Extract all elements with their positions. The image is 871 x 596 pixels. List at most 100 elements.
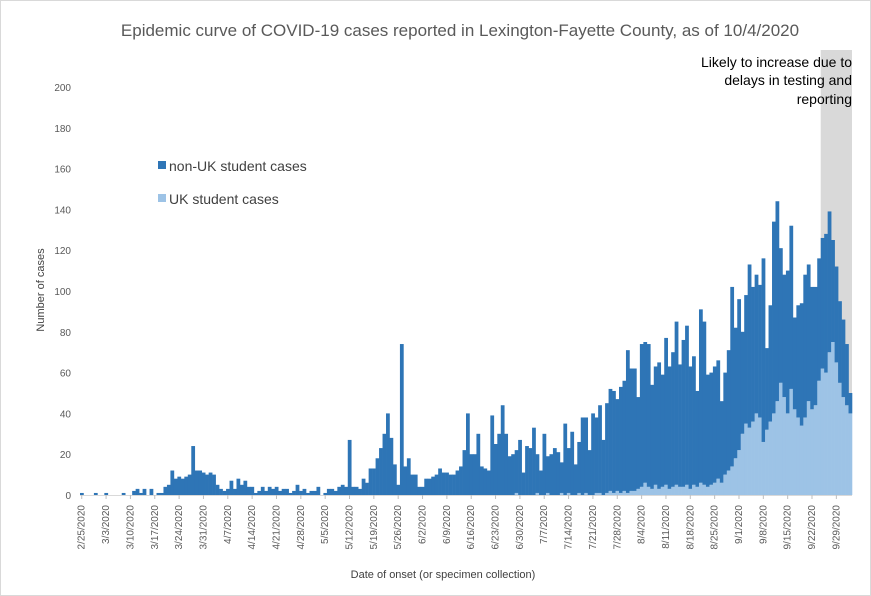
- bar-non-uk: [632, 368, 637, 491]
- bar-non-uk: [678, 364, 682, 487]
- y-tick-label: 180: [54, 124, 71, 135]
- x-tick-label: 6/23/2020: [491, 505, 502, 550]
- bar-non-uk: [80, 492, 84, 495]
- bar-uk: [751, 421, 755, 495]
- bar-uk: [740, 433, 745, 495]
- legend-label-non-uk: non-UK student cases: [169, 158, 307, 174]
- bar-uk: [653, 484, 658, 495]
- bar-non-uk: [796, 305, 801, 418]
- bar-non-uk: [532, 427, 536, 495]
- bar-non-uk: [747, 264, 752, 428]
- bar-uk: [598, 492, 602, 495]
- bar-non-uk: [392, 464, 397, 495]
- bar-uk: [632, 490, 637, 495]
- bar-uk: [737, 450, 742, 495]
- bar-non-uk: [337, 486, 342, 495]
- bar-non-uk: [236, 478, 241, 495]
- bar-non-uk: [448, 474, 453, 495]
- bar-uk: [674, 484, 679, 495]
- bar-non-uk: [514, 450, 519, 493]
- bar-uk: [806, 401, 811, 495]
- bar-non-uk: [785, 270, 790, 414]
- bar-non-uk: [226, 488, 230, 495]
- bar-uk: [678, 486, 682, 495]
- bar-non-uk: [459, 466, 463, 495]
- bar-non-uk: [660, 374, 665, 487]
- bar-uk: [719, 482, 724, 495]
- annotation-line-1: Likely to increase due to: [701, 54, 852, 70]
- bar-non-uk: [698, 309, 703, 483]
- bar-non-uk: [159, 492, 164, 495]
- bar-non-uk: [434, 474, 439, 495]
- bar-uk: [848, 413, 853, 495]
- bar-non-uk: [340, 484, 345, 495]
- bar-non-uk: [354, 486, 359, 495]
- x-tick-label: 9/8/2020: [758, 505, 769, 544]
- bar-uk: [782, 397, 787, 495]
- delay-annotation: Likely to increase due to delays in test…: [701, 54, 852, 107]
- bar-non-uk: [552, 448, 557, 495]
- bar-non-uk: [208, 472, 213, 495]
- bar-non-uk: [201, 472, 206, 495]
- bar-uk: [709, 484, 714, 495]
- bar-non-uk: [417, 486, 422, 495]
- bar-non-uk: [782, 274, 787, 398]
- x-tick-label: 6/2/2020: [418, 505, 429, 544]
- bar-non-uk: [441, 472, 446, 495]
- bar-non-uk: [570, 431, 575, 495]
- bar-non-uk: [274, 486, 279, 495]
- bar-uk: [785, 413, 790, 495]
- bar-uk: [667, 488, 672, 495]
- bar-uk: [688, 488, 693, 495]
- bar-non-uk: [413, 474, 418, 495]
- bar-non-uk: [166, 484, 171, 495]
- bar-non-uk: [639, 344, 644, 487]
- bar-uk: [758, 417, 762, 495]
- bar-uk: [789, 388, 794, 495]
- legend-label-uk: UK student cases: [169, 191, 279, 207]
- bar-uk: [646, 486, 651, 495]
- bar-uk: [594, 492, 599, 495]
- bar-uk: [608, 490, 613, 495]
- bar-non-uk: [104, 492, 109, 495]
- bar-non-uk: [688, 366, 693, 489]
- x-tick-label: 3/24/2020: [174, 505, 185, 550]
- bar-non-uk: [222, 490, 227, 495]
- bar-non-uk: [820, 237, 825, 369]
- bar-uk: [636, 488, 641, 495]
- bar-non-uk: [479, 466, 484, 495]
- y-tick-label: 140: [54, 205, 71, 216]
- bar-uk: [702, 484, 707, 495]
- bar-non-uk: [789, 225, 794, 389]
- bar-non-uk: [587, 450, 592, 495]
- bar-non-uk: [573, 464, 578, 495]
- bar-non-uk: [365, 482, 369, 495]
- x-tick-label: 8/11/2020: [661, 505, 672, 549]
- bar-non-uk: [723, 372, 728, 475]
- bar-non-uk: [299, 490, 303, 495]
- bar-non-uk: [375, 458, 380, 495]
- bar-uk: [559, 492, 564, 495]
- bar-uk: [705, 486, 710, 495]
- x-tick-label: 2/25/2020: [77, 505, 88, 550]
- bar-uk: [716, 478, 721, 495]
- bar-uk: [629, 490, 634, 495]
- bar-uk: [650, 488, 655, 495]
- bar-uk: [799, 425, 804, 495]
- bar-non-uk: [361, 478, 366, 495]
- bar-non-uk: [848, 393, 853, 414]
- bar-non-uk: [758, 284, 762, 418]
- bar-non-uk: [559, 462, 564, 493]
- bar-non-uk: [615, 399, 620, 491]
- x-tick-label: 3/10/2020: [125, 505, 136, 550]
- bar-non-uk: [542, 433, 547, 495]
- x-tick-label: 9/29/2020: [831, 505, 842, 550]
- bar-non-uk: [302, 488, 307, 495]
- bar-uk: [765, 429, 769, 495]
- x-tick-label: 9/1/2020: [734, 505, 745, 544]
- bar-non-uk: [469, 454, 474, 495]
- x-tick-label: 8/25/2020: [710, 505, 721, 550]
- x-tick-label: 7/14/2020: [564, 505, 575, 550]
- bar-non-uk: [737, 299, 742, 451]
